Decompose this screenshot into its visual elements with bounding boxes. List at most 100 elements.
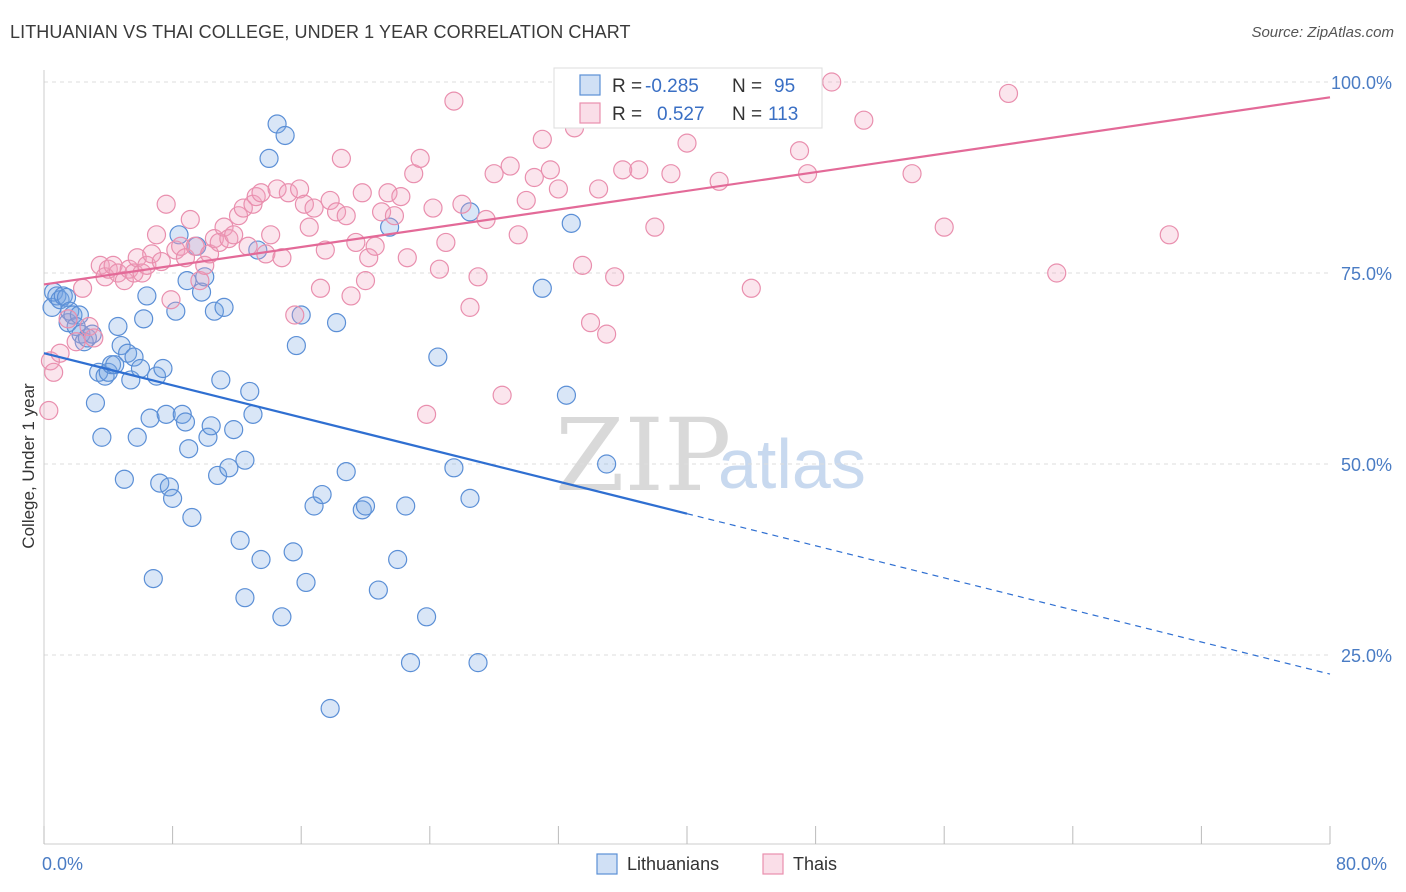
lithuanians-point-81 [388, 549, 408, 570]
thais-point-95 [605, 267, 625, 287]
stats-swatch-lithuanians [579, 74, 601, 96]
lithuanians-point-68 [283, 542, 303, 562]
lithuanians-point-32 [140, 408, 160, 428]
thais-point-23 [156, 194, 176, 214]
lithuanians-point-35 [150, 473, 170, 493]
watermark-zip: ZIP [555, 397, 731, 514]
legend: Lithuanians Thais [596, 853, 837, 875]
thais-point-55 [315, 240, 335, 260]
lithuanians-point-55 [219, 458, 239, 478]
lithuanians-point-63 [251, 549, 271, 570]
thais-point-107 [902, 164, 922, 184]
thais-point-35 [214, 217, 234, 237]
thais-point-69 [397, 248, 417, 268]
lithuanians-point-76 [336, 462, 356, 482]
lithuanians-point-58 [235, 450, 255, 470]
lithuanians-point-74 [320, 698, 340, 719]
stats-r-value-2: 0.527 [657, 104, 705, 125]
lithuanians-point-56 [224, 420, 244, 440]
lithuanians-point-84 [416, 607, 437, 627]
thais-point-24 [161, 290, 181, 310]
thais-point-57 [326, 202, 347, 222]
thais-point-40 [238, 236, 258, 256]
thais-point-92 [580, 313, 601, 333]
y-tick-label-2: 75.0% [1341, 264, 1392, 284]
source-label: Source: ZipAtlas.com [1251, 24, 1394, 41]
lithuanians-point-90 [532, 278, 552, 298]
thais-point-85 [516, 190, 536, 211]
lithuanians-point-69 [286, 335, 306, 356]
thais-point-103 [789, 141, 810, 161]
lithuanians-point-72 [304, 496, 324, 516]
lithuanians-point-71 [296, 572, 316, 593]
thais-point-73 [423, 198, 443, 218]
lithuanians-point-15 [85, 393, 106, 413]
lithuanians-point-82 [396, 496, 416, 516]
lithuanians-point-23 [111, 335, 131, 356]
lithuanians-point-40 [166, 301, 186, 321]
stats-n-value-2: 113 [768, 104, 798, 125]
thais-point-112 [355, 271, 376, 291]
thais-point-102 [741, 278, 761, 298]
lithuanians-point-92 [561, 213, 581, 233]
thais-point-68 [391, 187, 411, 207]
thais-point-84 [508, 225, 528, 245]
lithuanians-point-45 [182, 507, 202, 528]
thais-point-111 [1159, 225, 1179, 245]
thais-point-61 [346, 232, 366, 253]
lithuanians-point-30 [134, 309, 154, 329]
lithuanians-point-87 [460, 488, 480, 508]
thais-point-82 [492, 385, 512, 405]
thais-point-91 [572, 255, 593, 275]
lithuanians-point-27 [124, 347, 144, 367]
thais-point-4 [58, 309, 78, 329]
thais-point-109 [998, 83, 1019, 104]
series-thais [39, 72, 1179, 424]
thais-point-47 [272, 248, 292, 268]
stats-box: R = -0.285 N = 95 R = 0.527 N = 113 [553, 67, 823, 129]
thais-point-48 [278, 183, 298, 203]
thais-point-56 [320, 190, 340, 211]
thais-point-86 [524, 167, 544, 188]
trend-line-thais [43, 96, 1331, 286]
legend-label-lithuanians: Lithuanians [627, 854, 719, 874]
stats-n-label-1: N = [732, 76, 762, 97]
thais-point-58 [331, 148, 351, 168]
thais-point-100 [677, 133, 697, 153]
lithuanians-point-75 [326, 313, 347, 333]
thais-point-74 [429, 259, 450, 279]
thais-point-106 [854, 110, 874, 130]
thais-point-43 [251, 183, 271, 203]
thais-point-65 [371, 202, 392, 222]
y-axis-label: College, Under 1 year [19, 383, 38, 549]
thais-point-81 [484, 164, 504, 184]
trend-line-lithuanians [43, 352, 688, 515]
y-tick-label-3: 100.0% [1331, 73, 1392, 93]
lithuanians-point-86 [444, 458, 464, 478]
thais-point-98 [645, 217, 665, 237]
thais-point-2 [44, 362, 64, 382]
thais-point-64 [365, 236, 385, 256]
thais-point-46 [267, 179, 287, 199]
lithuanians-point-80 [380, 217, 400, 237]
lithuanians-point-57 [230, 530, 250, 551]
lithuanians-point-78 [355, 496, 376, 516]
lithuanians-point-51 [204, 301, 224, 321]
thais-point-60 [341, 286, 361, 306]
stats-n-value-1: 95 [774, 76, 795, 97]
thais-point-59 [336, 206, 356, 226]
thais-point-51 [294, 194, 315, 214]
lithuanians-point-64 [259, 148, 279, 168]
lithuanians-point-83 [400, 653, 421, 673]
thais-point-93 [588, 179, 609, 199]
lithuanians-point-85 [428, 347, 448, 367]
lithuanians-point-52 [208, 465, 228, 486]
y-tick-labels: 25.0% 50.0% 75.0% 100.0% [1331, 73, 1392, 666]
lithuanians-point-50 [201, 416, 221, 436]
thais-point-62 [352, 183, 372, 203]
thais-point-105 [822, 72, 842, 92]
legend-swatch-lithuanians [596, 853, 618, 875]
axes [43, 70, 1331, 845]
thais-point-37 [224, 225, 244, 245]
